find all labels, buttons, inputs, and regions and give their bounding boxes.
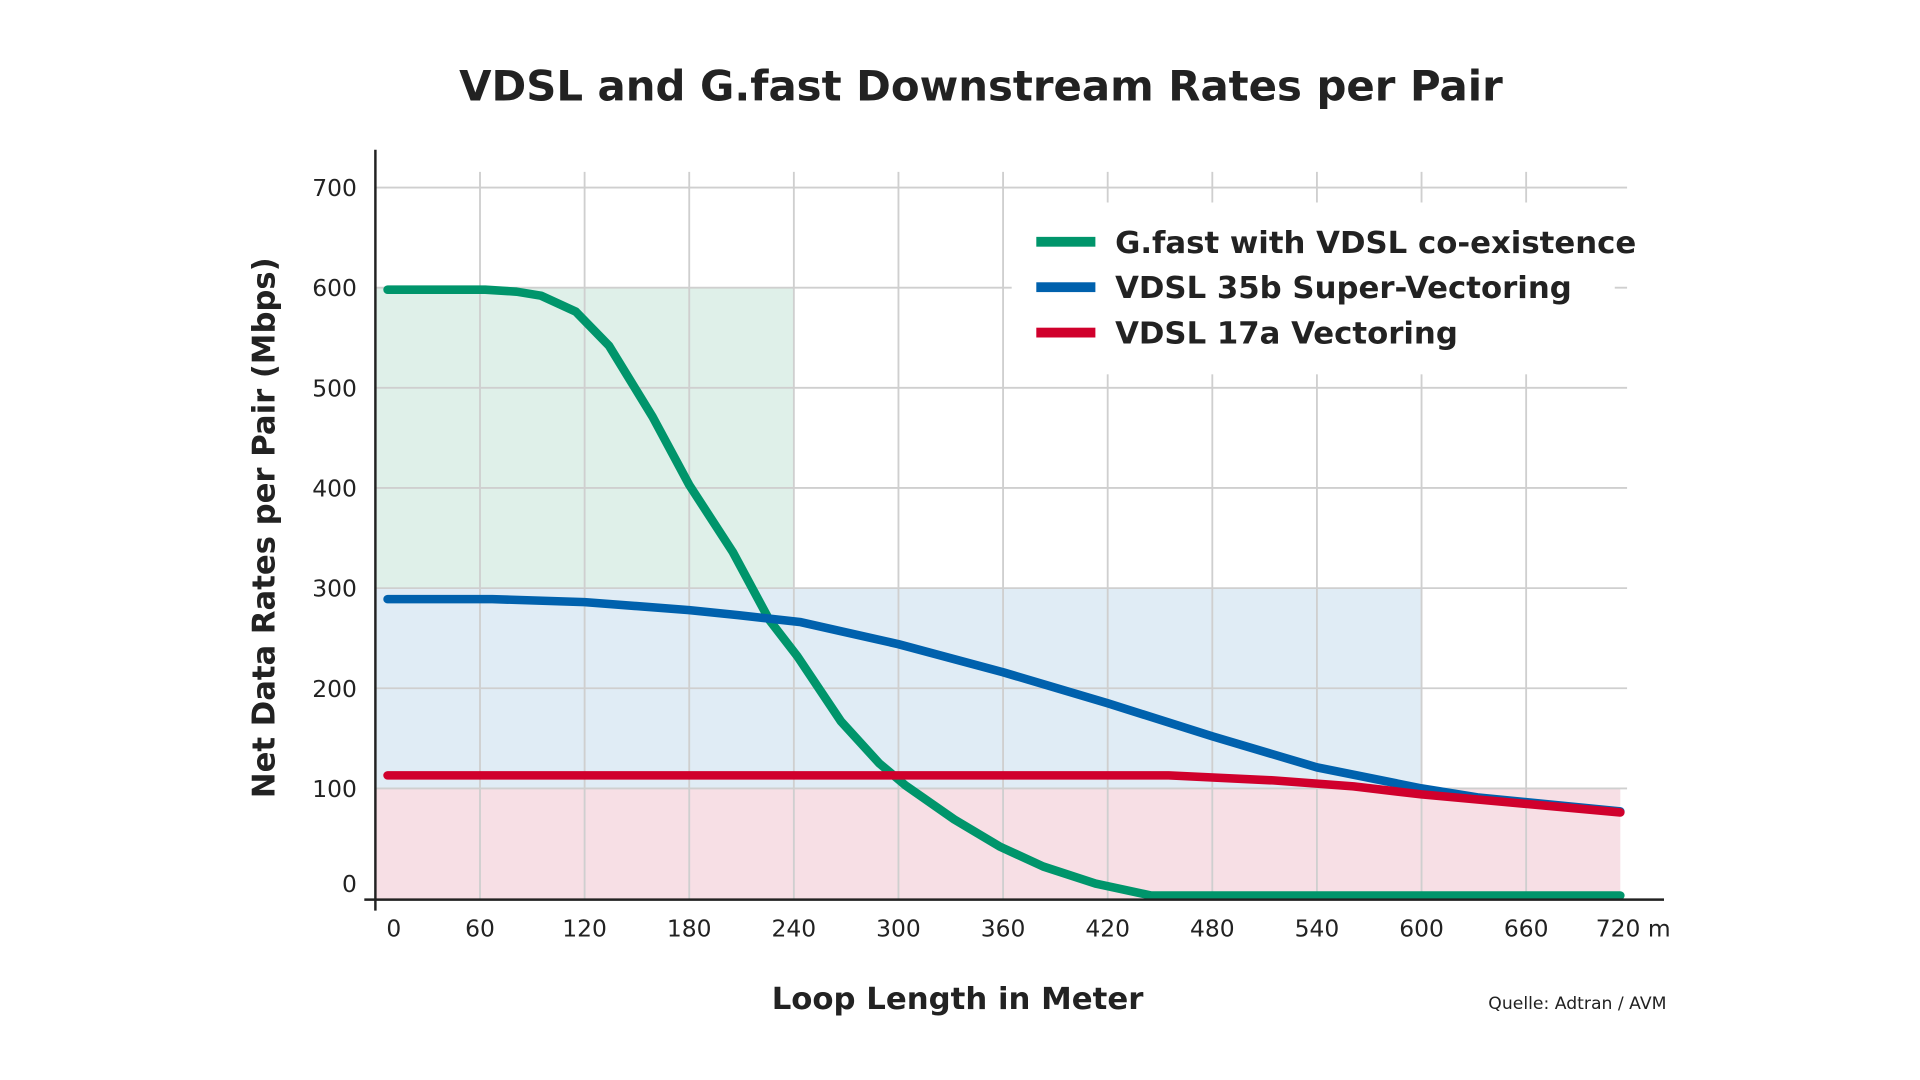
x-tick-label: 240 [772,914,817,942]
y-tick-label: 300 [312,575,357,603]
y-tick-label: 400 [312,475,357,503]
y-tick-label: 700 [312,174,357,202]
legend-background [1011,202,1615,375]
series-line-2 [383,771,1625,817]
chart-title: VDSL and G.fast Downstream Rates per Pai… [459,62,1503,111]
y-tick-label: 200 [312,675,357,703]
legend-label: G.fast with VDSL co-existence [1115,225,1636,261]
x-tick-label: 540 [1295,914,1340,942]
x-tick-label: 720 m [1596,914,1671,942]
y-tick-label: 0 [342,870,357,898]
series-line-0 [383,285,1625,900]
y-tick-label: 500 [312,374,357,402]
x-tick-label: 120 [562,914,607,942]
x-tick-label: 60 [465,914,495,942]
y-tick-label: 600 [312,274,357,302]
legend-label: VDSL 17a Vectoring [1115,316,1458,352]
series-line-1 [383,594,1625,816]
legend-label: VDSL 35b Super-Vectoring [1115,270,1572,306]
x-axis-label: Loop Length in Meter [772,981,1145,1017]
x-tick-label: 480 [1190,914,1235,942]
source-note: Quelle: Adtran / AVM [1488,994,1666,1014]
legend-swatch [1036,236,1096,247]
y-axis-label: Net Data Rates per Pair (Mbps) [246,257,282,798]
x-tick-label: 180 [667,914,712,942]
y-tick-label: 100 [312,775,357,803]
legend-swatch [1036,327,1096,338]
x-tick-label: 600 [1399,914,1444,942]
x-tick-label: 0 [386,914,401,942]
x-tick-label: 660 [1504,914,1549,942]
x-tick-label: 420 [1085,914,1130,942]
legend-swatch [1036,282,1096,293]
x-tick-label: 300 [876,914,921,942]
x-tick-label: 360 [981,914,1026,942]
